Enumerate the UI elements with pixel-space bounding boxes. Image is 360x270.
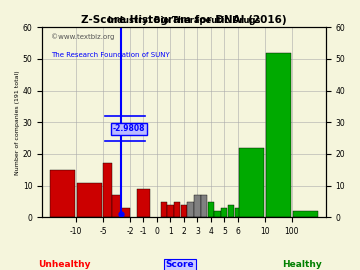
Bar [50,170,75,217]
Bar [77,183,102,217]
Text: ©www.textbiz.org: ©www.textbiz.org [51,33,114,39]
Bar [221,208,228,217]
Bar [103,163,112,217]
Y-axis label: Number of companies (191 total): Number of companies (191 total) [15,70,20,175]
Bar [208,201,214,217]
Bar [215,211,221,217]
Text: The Research Foundation of SUNY: The Research Foundation of SUNY [51,52,170,58]
Bar [174,201,180,217]
Bar [167,205,174,217]
Bar [194,195,201,217]
Text: Unhealthy: Unhealthy [39,260,91,269]
Bar [188,201,194,217]
Bar [228,205,234,217]
Bar [201,195,207,217]
Bar [266,53,291,217]
Text: -2.9808: -2.9808 [113,124,145,133]
Bar [121,208,130,217]
Bar [112,195,121,217]
Title: Z-Score Histogram for DNAI (2016): Z-Score Histogram for DNAI (2016) [81,15,287,25]
Text: Healthy: Healthy [283,260,322,269]
Bar [137,189,150,217]
Bar [239,148,264,217]
Bar [293,211,318,217]
Text: Industry: Bio Therapeutic Drugs: Industry: Bio Therapeutic Drugs [108,16,260,25]
Text: Score: Score [166,260,194,269]
Bar [235,208,241,217]
Bar [181,205,187,217]
Bar [161,201,167,217]
